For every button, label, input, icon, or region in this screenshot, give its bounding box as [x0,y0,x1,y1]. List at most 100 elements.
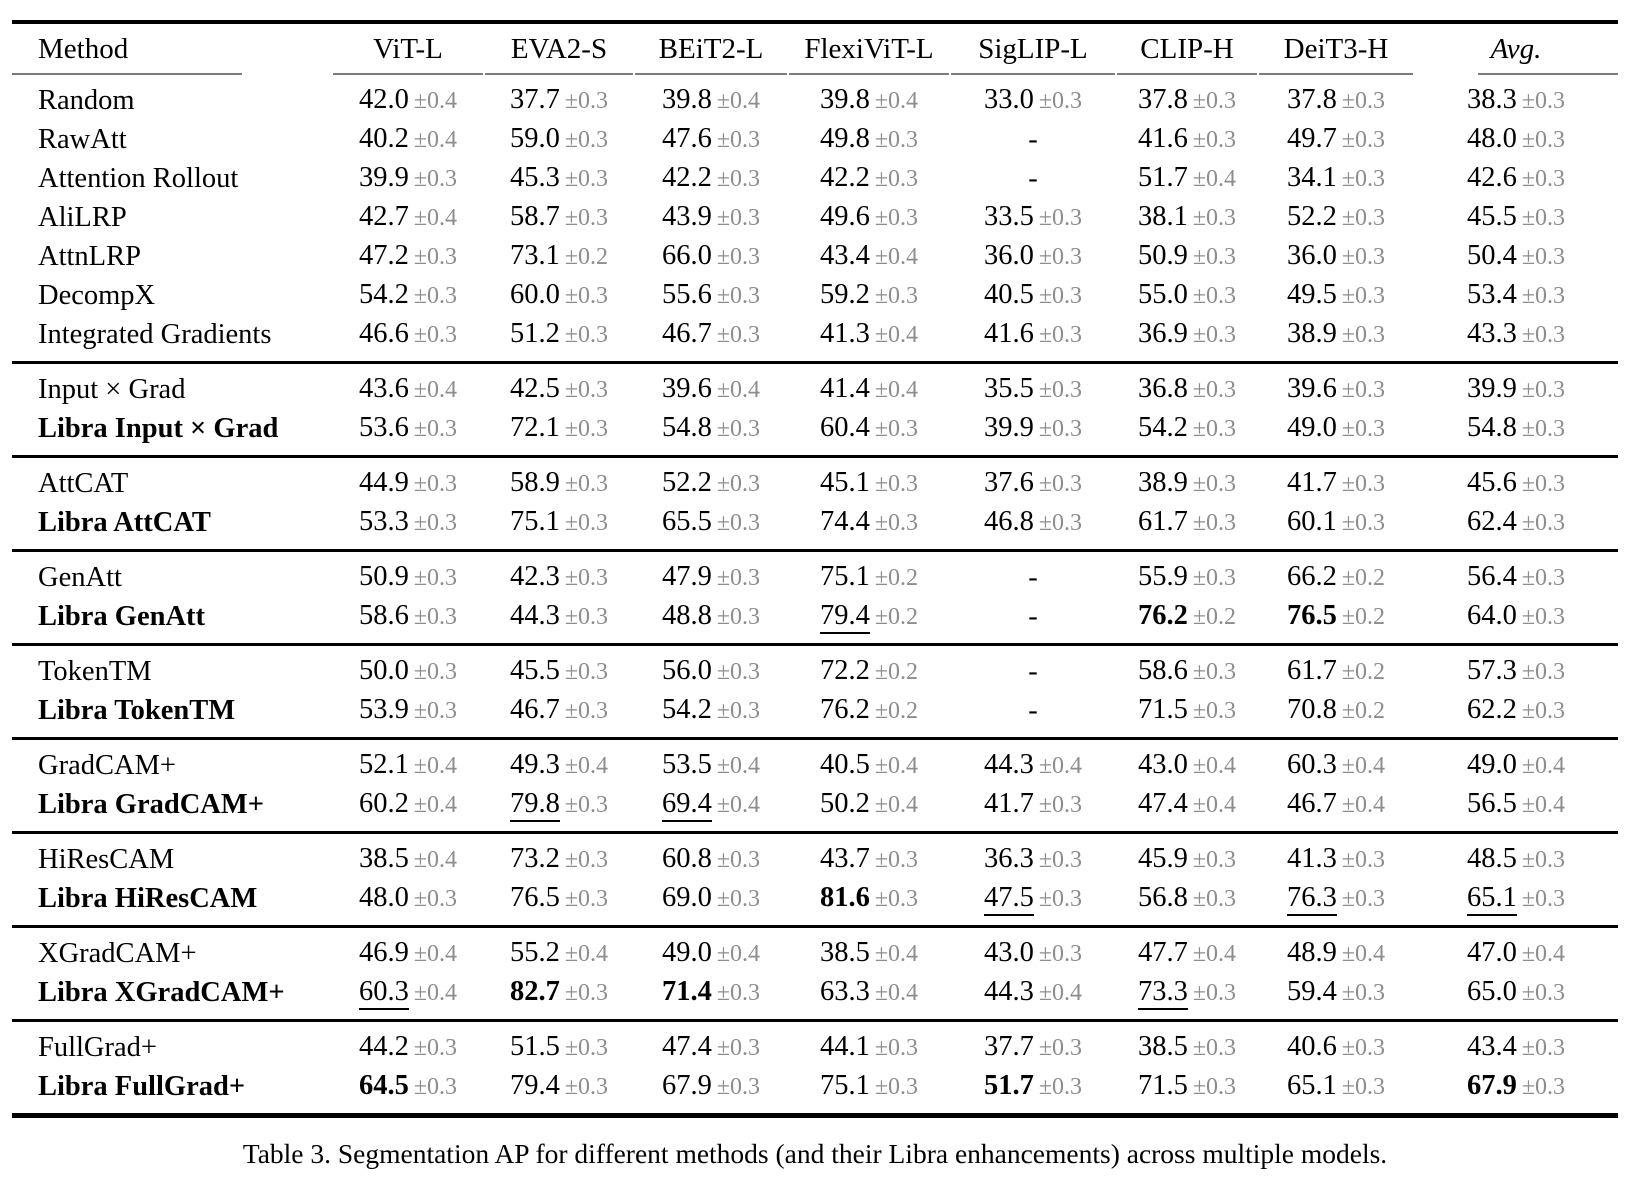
value-cell: 56.0 ±0.3 [634,645,788,692]
std-error: ±0.3 [413,510,458,537]
value-cell: 54.8 ±0.3 [634,409,788,457]
value-cell: 56.5 ±0.4 [1414,785,1618,833]
ap-value: 38.3 [1466,84,1517,116]
std-error: ±0.3 [1192,416,1237,443]
std-error: ±0.3 [564,416,609,443]
std-error: ±0.3 [874,847,919,874]
std-error: ±0.2 [874,698,919,725]
ap-value: 45.5 [509,655,560,687]
value-cell: 55.6 ±0.3 [634,276,788,315]
std-error: ±0.3 [874,283,919,310]
value-cell: 60.2 ±0.4 [332,785,484,833]
ap-value: 53.4 [1466,279,1517,311]
std-error: ±0.3 [564,205,609,232]
std-error: ±0.4 [413,980,458,1007]
std-error: ±0.4 [874,322,919,349]
ap-value: 76.5 [509,882,560,914]
table-row-rawatt: RawAtt 40.2 ±0.4 59.0 ±0.3 47.6 ±0.3 49.8 ±0.3-4… [12,120,1618,159]
std-error: ±0.3 [716,510,761,537]
ap-value: 42.5 [509,373,560,405]
value-cell: 40.5 ±0.4 [788,739,950,786]
ap-value: 47.2 [358,240,409,272]
std-error: ±0.3 [1038,322,1083,349]
value-cell: 43.9 ±0.3 [634,198,788,237]
std-error: ±0.3 [716,659,761,686]
table-row-random: Random 42.0 ±0.4 37.7 ±0.3 39.8 ±0.4 39.8 ±0.4 33… [12,75,1618,120]
value-cell: 55.9 ±0.3 [1116,551,1258,598]
value-cell: 76.3 ±0.3 [1258,879,1414,927]
ap-value: 56.0 [661,655,712,687]
value-cell: 38.3 ±0.3 [1414,75,1618,120]
std-error: ±0.4 [1192,792,1237,819]
ap-value: 60.3 [358,976,409,1011]
value-cell: 58.6 ±0.3 [1116,645,1258,692]
value-cell: 66.0 ±0.3 [634,237,788,276]
std-error: ±0.4 [1341,792,1386,819]
value-cell: 60.4 ±0.3 [788,409,950,457]
value-cell: 64.0 ±0.3 [1414,597,1618,645]
std-error: ±0.3 [413,565,458,592]
value-cell: 50.4 ±0.3 [1414,237,1618,276]
std-error: ±0.3 [1192,1035,1237,1062]
value-cell: 37.6 ±0.3 [950,457,1116,504]
value-cell: 60.3 ±0.4 [332,973,484,1021]
std-error: ±0.3 [716,1074,761,1101]
ap-value: 38.5 [358,843,409,875]
std-error: ±0.3 [1038,244,1083,271]
method-label: GenAtt [38,561,122,593]
std-error: ±0.3 [564,1035,609,1062]
ap-value: 59.0 [509,123,560,155]
std-error: ±0.3 [1192,698,1237,725]
std-error: ±0.3 [1038,1035,1083,1062]
ap-value: 82.7 [509,976,560,1008]
header-row: Method ViT-L EVA2-S BEiT2-L FlexiViT-L SigLIP… [12,24,1618,76]
value-cell: 40.2 ±0.4 [332,120,484,159]
std-error: ±0.3 [1192,205,1237,232]
std-error: ±0.4 [564,753,609,780]
std-error: ±0.2 [1341,698,1386,725]
ap-value: 41.6 [1137,123,1188,155]
method-label: Integrated Gradients [38,318,272,350]
method-label: GradCAM+ [38,749,176,781]
value-cell: 43.0 ±0.4 [1116,739,1258,786]
value-cell: 48.0 ±0.3 [332,879,484,927]
ap-value: 74.4 [819,506,870,538]
value-cell: 47.5 ±0.3 [950,879,1116,927]
header-rule [12,73,242,76]
std-error: ±0.3 [716,416,761,443]
std-error: ±0.3 [1192,1074,1237,1101]
ap-value: 49.6 [819,201,870,233]
ap-value: 54.8 [1466,412,1517,444]
ap-value: 48.5 [1466,843,1517,875]
std-error: ±0.4 [716,792,761,819]
ap-value: 67.9 [661,1070,712,1102]
ap-value: 55.0 [1137,279,1188,311]
std-error: ±0.3 [564,980,609,1007]
ap-value: 79.4 [819,600,870,635]
value-cell: 51.7 ±0.4 [1116,159,1258,198]
value-cell: 43.4 ±0.3 [1414,1021,1618,1068]
column-header-deit3-h: DeiT3-H [1258,24,1414,76]
column-header-flexivit-l: FlexiViT-L [788,24,950,76]
method-group-2: Input × Grad 43.6 ±0.4 42.5 ±0.3 39.6 ±0.4 41.4… [12,362,1618,457]
method-group-7: HiResCAM 38.5 ±0.4 73.2 ±0.3 60.8 ±0.3 43.7 ±0.3… [12,832,1618,927]
ap-value: 53.9 [358,694,409,726]
method-group-5: TokenTM 50.0 ±0.3 45.5 ±0.3 56.0 ±0.3 72.2 ±0.2-… [12,644,1618,739]
value-cell: 65.1 ±0.3 [1414,879,1618,927]
ap-value: 56.5 [1466,788,1517,820]
method-label: Libra GradCAM+ [38,788,265,820]
value-cell: 45.9 ±0.3 [1116,833,1258,880]
value-cell: - [950,159,1116,198]
value-cell: 44.3 ±0.4 [950,739,1116,786]
ap-value: 73.1 [509,240,560,272]
ap-value: 39.9 [1466,373,1517,405]
std-error: ±0.3 [874,510,919,537]
ap-value: 50.2 [819,788,870,820]
std-error: ±0.3 [564,604,609,631]
ap-value: 63.3 [819,976,870,1008]
value-cell: 61.7 ±0.3 [1116,503,1258,551]
table-caption: Table 3. Segmentation AP for different m… [242,1138,1388,1170]
ap-value: 51.7 [1137,162,1188,194]
value-cell: 38.5 ±0.3 [1116,1021,1258,1068]
value-cell: 56.8 ±0.3 [1116,879,1258,927]
